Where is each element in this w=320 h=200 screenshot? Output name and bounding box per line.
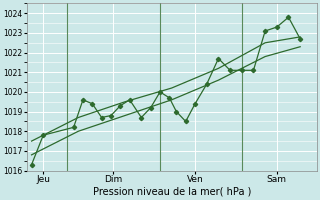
X-axis label: Pression niveau de la mer( hPa ): Pression niveau de la mer( hPa ) [92, 187, 251, 197]
